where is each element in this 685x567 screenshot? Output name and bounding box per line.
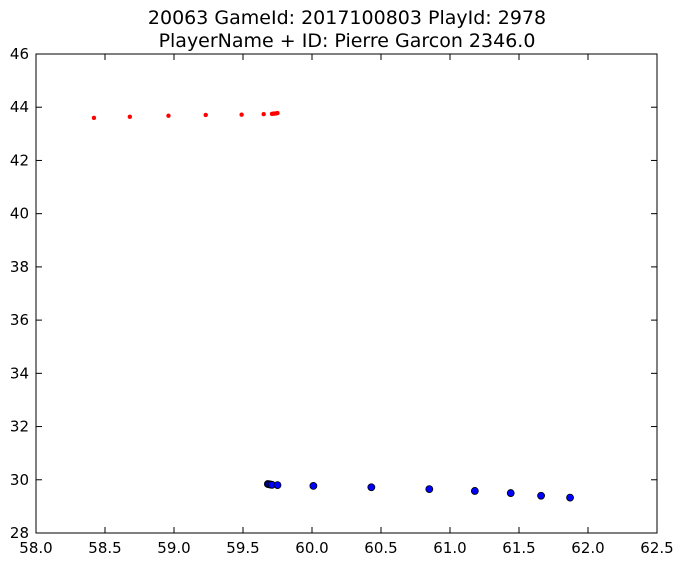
- data-point-series-2: [566, 493, 574, 502]
- data-point-series-1: [203, 112, 208, 118]
- y-tick-label: 28: [10, 524, 29, 542]
- x-tick-label: 62.0: [571, 539, 604, 557]
- chart-title-line-1: 20063 GameId: 2017100803 PlayId: 2978: [148, 7, 546, 29]
- x-tick-label: 60.5: [364, 539, 397, 557]
- x-tick-label: 61.0: [433, 539, 466, 557]
- plot-marks: [91, 110, 574, 502]
- x-tick-label: 61.5: [502, 539, 535, 557]
- plot-area-frame: [35, 53, 658, 534]
- x-tick-label: 58.0: [19, 539, 52, 557]
- data-point-series-1: [261, 111, 266, 117]
- y-tick-label: 36: [10, 311, 29, 329]
- x-tick-label: 60.0: [295, 539, 328, 557]
- axis-ticks: 58.0 58.5 59.0 59.5 60.0 60.5 61.0 61.5 62.0 62.5…: [10, 45, 674, 557]
- x-tick-label: 59.5: [226, 539, 259, 557]
- data-point-series-1: [91, 115, 97, 121]
- data-point-series-2: [537, 491, 545, 500]
- data-point-series-2: [425, 485, 434, 493]
- data-point-series-1: [275, 110, 280, 116]
- data-point-series-1: [127, 114, 133, 120]
- y-tick-label: 30: [10, 471, 29, 489]
- data-point-series-1: [166, 113, 171, 118]
- x-tick-label: 58.5: [88, 539, 121, 557]
- data-point-series-2: [367, 483, 376, 492]
- x-tick-label: 62.5: [640, 539, 673, 557]
- y-tick-label: 34: [10, 364, 29, 382]
- chart-title-line-2: PlayerName + ID: Pierre Garcon 2346.0: [159, 30, 536, 52]
- data-point-series-2: [309, 481, 318, 490]
- y-tick-label: 42: [10, 151, 29, 169]
- data-point-series-2: [273, 481, 282, 490]
- data-point-series-2: [506, 489, 515, 497]
- y-tick-label: 44: [10, 98, 29, 116]
- y-tick-label: 32: [10, 418, 29, 436]
- y-tick-label: 38: [10, 258, 29, 276]
- y-tick-label: 46: [10, 45, 29, 63]
- y-tick-label: 40: [10, 205, 29, 223]
- x-tick-label: 59.0: [157, 539, 190, 557]
- data-point-series-1: [239, 112, 244, 117]
- data-point-series-2: [470, 487, 479, 495]
